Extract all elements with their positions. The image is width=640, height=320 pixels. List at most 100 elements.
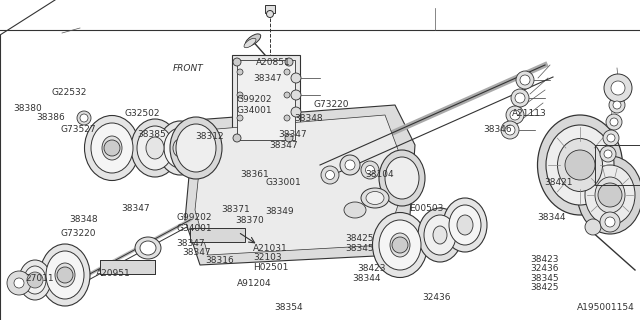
Circle shape <box>326 171 335 180</box>
Text: 38425: 38425 <box>346 234 374 243</box>
Circle shape <box>361 161 379 179</box>
Circle shape <box>284 69 290 75</box>
Circle shape <box>501 121 519 139</box>
Text: 38345: 38345 <box>346 244 374 252</box>
Text: 38354: 38354 <box>274 303 303 312</box>
Ellipse shape <box>131 119 179 177</box>
Text: 38348: 38348 <box>294 114 323 123</box>
Ellipse shape <box>538 115 623 215</box>
Ellipse shape <box>390 233 410 257</box>
Circle shape <box>604 150 612 158</box>
Text: 38344: 38344 <box>538 213 566 222</box>
Circle shape <box>291 107 301 117</box>
Circle shape <box>7 271 31 295</box>
Ellipse shape <box>546 125 614 205</box>
Text: E00503: E00503 <box>410 204 444 212</box>
Circle shape <box>392 237 408 253</box>
Circle shape <box>506 106 524 124</box>
Circle shape <box>613 101 621 109</box>
Text: 38104: 38104 <box>365 170 394 179</box>
Circle shape <box>604 74 632 102</box>
Text: 38312: 38312 <box>195 132 224 140</box>
Circle shape <box>515 93 525 103</box>
Ellipse shape <box>170 117 222 179</box>
Text: A21031: A21031 <box>253 244 287 252</box>
Circle shape <box>607 134 615 142</box>
Ellipse shape <box>146 137 164 159</box>
Circle shape <box>285 58 293 66</box>
Text: G34001: G34001 <box>176 224 212 233</box>
Text: G99202: G99202 <box>176 213 211 222</box>
Ellipse shape <box>577 156 640 234</box>
Text: A195001154: A195001154 <box>577 303 635 312</box>
Text: 38347: 38347 <box>269 141 298 150</box>
Circle shape <box>365 165 374 174</box>
Text: FRONT: FRONT <box>173 64 204 73</box>
Text: 38344: 38344 <box>352 274 381 283</box>
Text: A20951: A20951 <box>96 269 131 278</box>
Circle shape <box>291 73 301 83</box>
Text: G22532: G22532 <box>51 88 86 97</box>
Circle shape <box>510 110 520 120</box>
Text: 32103: 32103 <box>253 253 282 262</box>
Circle shape <box>57 267 73 283</box>
Circle shape <box>233 134 241 142</box>
Text: 27011: 27011 <box>26 274 54 283</box>
Circle shape <box>505 125 515 135</box>
Text: 38347: 38347 <box>176 239 205 248</box>
Circle shape <box>600 212 620 232</box>
Bar <box>190 228 245 242</box>
Text: 38347: 38347 <box>122 204 150 212</box>
Circle shape <box>516 71 534 89</box>
Polygon shape <box>185 105 415 265</box>
Bar <box>265 5 275 13</box>
Text: 38346: 38346 <box>483 125 512 134</box>
Text: 38380: 38380 <box>13 104 42 113</box>
Circle shape <box>611 81 625 95</box>
Text: 38386: 38386 <box>36 113 65 122</box>
Text: G73220: G73220 <box>314 100 349 108</box>
Circle shape <box>104 140 120 156</box>
Text: 38371: 38371 <box>221 205 250 214</box>
Circle shape <box>609 97 625 113</box>
Ellipse shape <box>379 220 421 270</box>
Ellipse shape <box>366 191 384 204</box>
Text: 38347: 38347 <box>182 248 211 257</box>
Polygon shape <box>195 115 400 255</box>
Circle shape <box>585 219 601 235</box>
Text: 38425: 38425 <box>530 284 559 292</box>
Text: A20851: A20851 <box>256 58 291 67</box>
Text: 38370: 38370 <box>236 216 264 225</box>
Ellipse shape <box>372 212 428 277</box>
Ellipse shape <box>91 123 133 173</box>
Circle shape <box>27 272 43 288</box>
Ellipse shape <box>433 226 447 244</box>
Ellipse shape <box>344 202 366 218</box>
Text: G73527: G73527 <box>61 125 97 134</box>
Circle shape <box>14 278 24 288</box>
Ellipse shape <box>135 237 161 259</box>
Text: 38423: 38423 <box>530 255 559 264</box>
Ellipse shape <box>557 139 602 191</box>
Circle shape <box>565 150 595 180</box>
Ellipse shape <box>245 34 260 46</box>
Ellipse shape <box>585 165 635 225</box>
Text: G33001: G33001 <box>266 178 301 187</box>
Circle shape <box>610 118 618 126</box>
Circle shape <box>598 183 622 207</box>
Bar <box>595 145 640 185</box>
Ellipse shape <box>24 266 46 294</box>
Bar <box>100 260 155 274</box>
Circle shape <box>233 58 241 66</box>
Circle shape <box>266 11 273 18</box>
Ellipse shape <box>379 150 425 206</box>
Text: 38348: 38348 <box>69 215 98 224</box>
Bar <box>232 55 300 145</box>
Circle shape <box>605 217 615 227</box>
Text: 32436: 32436 <box>530 264 559 273</box>
Ellipse shape <box>164 128 196 168</box>
Ellipse shape <box>244 38 256 48</box>
Bar <box>100 260 155 274</box>
Ellipse shape <box>457 215 473 235</box>
Text: 38361: 38361 <box>240 170 269 179</box>
